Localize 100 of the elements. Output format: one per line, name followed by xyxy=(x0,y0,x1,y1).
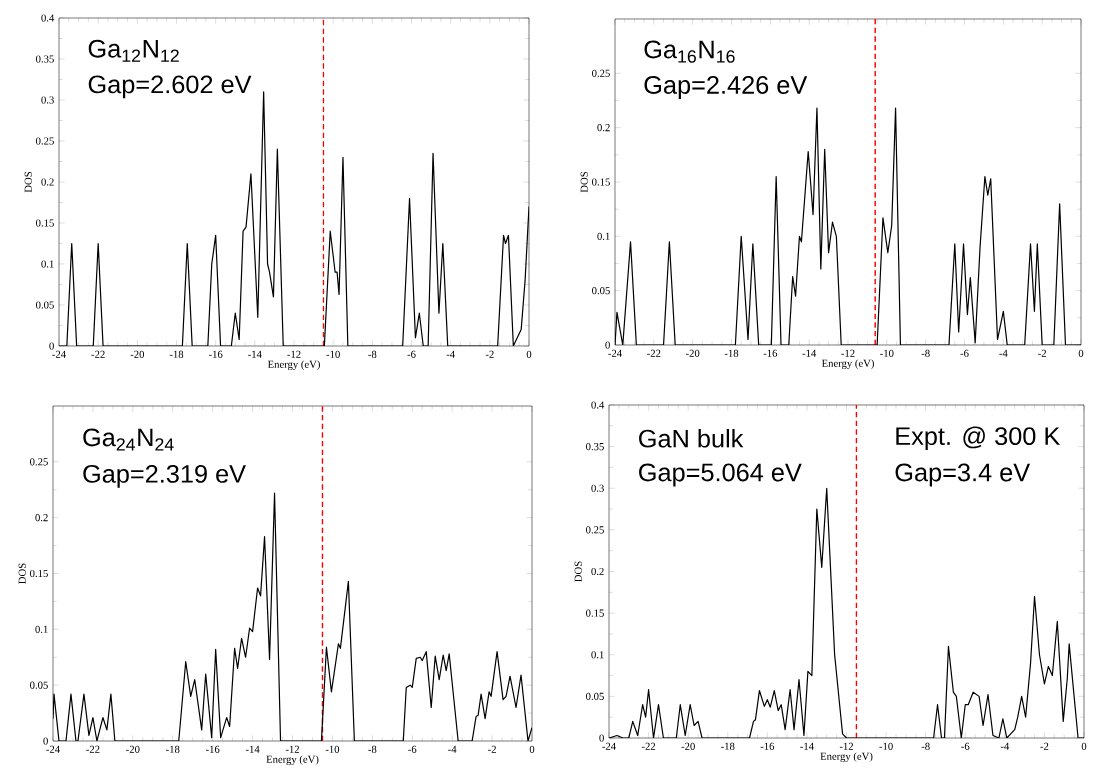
x-tick-label: -14 xyxy=(800,742,814,750)
x-tick-label: 0 xyxy=(529,745,535,753)
x-tick-label: -22 xyxy=(91,350,105,358)
y-axis-title: DOS xyxy=(580,172,588,193)
x-tick-label: -18 xyxy=(724,349,739,357)
x-tick-label: -10 xyxy=(879,742,893,750)
x-tick-label: -12 xyxy=(841,349,855,357)
x-tick-label: -14 xyxy=(802,349,817,357)
x-tick-label: -12 xyxy=(287,350,301,358)
x-tick-label: 0 xyxy=(526,350,532,358)
y-tick-label: 0.2 xyxy=(35,514,48,522)
y-tick-label: 0.1 xyxy=(597,232,610,240)
x-tick-label: -18 xyxy=(166,745,180,753)
y-tick-label: 0.05 xyxy=(592,287,610,295)
y-axis-title: DOS xyxy=(574,561,582,582)
y-tick-label: 0.4 xyxy=(41,14,55,22)
x-tick-label: -18 xyxy=(721,742,735,750)
y-tick-label: 0.15 xyxy=(30,569,48,578)
annotation: Ga$_{12}$N$_{12}$ xyxy=(88,39,179,62)
y-tick-label: 0.1 xyxy=(41,260,54,268)
x-tick-label: -8 xyxy=(921,742,930,750)
y-tick-label: 0.15 xyxy=(36,219,54,227)
x-tick-label: -22 xyxy=(641,742,656,750)
x-tick-label: -8 xyxy=(368,745,377,753)
y-tick-label: 0.35 xyxy=(36,55,54,63)
annotation: Expt. @ 300 K xyxy=(896,426,1061,451)
annotation: Gap=2.319 eV xyxy=(83,464,246,488)
y-tick-label: 0.15 xyxy=(586,609,604,617)
x-tick-label: 0 xyxy=(1081,742,1087,750)
y-axis-title: DOS xyxy=(18,563,26,584)
x-axis-title: Energy (eV) xyxy=(266,755,319,766)
x-axis-title: Energy (eV) xyxy=(821,359,874,370)
y-tick-label: 0.35 xyxy=(586,443,604,451)
x-tick-label: -10 xyxy=(880,349,894,357)
x-tick-label: -20 xyxy=(130,350,145,358)
x-tick-label: -12 xyxy=(285,745,300,753)
x-tick-label: -6 xyxy=(960,349,969,357)
y-tick-label: 0.25 xyxy=(586,526,604,534)
x-tick-label: -24 xyxy=(602,742,616,750)
annotation: Ga$_{24}$N$_{24}$ xyxy=(83,428,174,451)
x-tick-label: -4 xyxy=(999,349,1008,357)
y-tick-label: 0.05 xyxy=(30,681,48,689)
x-tick-label: -6 xyxy=(408,745,417,753)
y-tick-label: 0.25 xyxy=(30,458,48,466)
annotation: Gap=3.4 eV xyxy=(895,463,1031,487)
x-tick-label: -12 xyxy=(839,742,854,750)
y-tick-label: 0.2 xyxy=(597,124,610,132)
x-tick-label: -16 xyxy=(760,742,775,750)
x-tick-label: -10 xyxy=(326,350,340,358)
x-tick-label: -20 xyxy=(126,745,140,753)
x-tick-label: -4 xyxy=(446,350,455,358)
y-tick-label: 0.25 xyxy=(36,137,54,145)
annotation: GaN bulk xyxy=(639,428,744,448)
annotation: Gap=2.426 eV xyxy=(644,75,808,99)
x-tick-label: -16 xyxy=(208,350,223,358)
x-tick-label: -8 xyxy=(368,350,377,358)
y-tick-label: 0 xyxy=(605,341,610,349)
x-tick-label: -2 xyxy=(488,745,496,753)
y-tick-label: 0.3 xyxy=(41,96,54,104)
x-tick-label: -10 xyxy=(325,745,340,753)
x-tick-label: -20 xyxy=(685,349,700,357)
y-tick-label: 0.1 xyxy=(35,625,48,633)
annotation: Ga$_{16}$N$_{16}$ xyxy=(644,40,735,63)
annotation: Gap=5.064 eV xyxy=(639,463,802,487)
x-tick-label: -6 xyxy=(407,350,416,358)
x-tick-label: -24 xyxy=(52,350,66,358)
x-tick-label: -20 xyxy=(681,742,695,750)
y-axis-title: DOS xyxy=(24,172,32,193)
x-tick-label: -14 xyxy=(248,350,262,358)
x-tick-label: -24 xyxy=(46,745,60,753)
y-tick-label: 0.15 xyxy=(592,178,610,186)
y-tick-label: 0.4 xyxy=(591,401,605,409)
x-tick-label: 0 xyxy=(1078,349,1084,357)
y-tick-label: 0.05 xyxy=(586,692,604,700)
x-axis-title: Energy (eV) xyxy=(267,360,320,371)
x-axis-title: Energy (eV) xyxy=(820,752,873,763)
y-tick-label: 0.3 xyxy=(591,484,604,492)
x-tick-label: -14 xyxy=(245,745,260,753)
y-tick-label: 0.1 xyxy=(591,651,604,659)
y-tick-label: 0.25 xyxy=(592,69,610,77)
x-tick-label: -24 xyxy=(608,349,622,357)
y-tick-label: 0.2 xyxy=(591,567,604,576)
x-tick-label: -8 xyxy=(921,349,930,357)
x-tick-label: -4 xyxy=(1000,742,1010,750)
y-tick-label: 0.2 xyxy=(41,178,54,186)
x-tick-label: -22 xyxy=(647,349,661,357)
x-tick-label: -4 xyxy=(448,745,457,753)
x-tick-label: -16 xyxy=(205,745,220,753)
x-tick-label: -22 xyxy=(86,745,100,753)
x-tick-label: -2 xyxy=(485,350,494,358)
x-tick-label: -16 xyxy=(763,349,778,357)
y-tick-label: 0.05 xyxy=(36,301,54,309)
x-tick-label: -18 xyxy=(169,350,184,358)
annotation: Gap=2.602 eV xyxy=(88,75,252,99)
y-tick-label: 0 xyxy=(599,734,604,742)
y-tick-label: 0 xyxy=(49,342,54,350)
x-tick-label: -2 xyxy=(1038,349,1047,357)
y-tick-label: 0 xyxy=(43,737,48,745)
x-tick-label: -6 xyxy=(961,742,970,750)
x-tick-label: -2 xyxy=(1040,742,1049,750)
